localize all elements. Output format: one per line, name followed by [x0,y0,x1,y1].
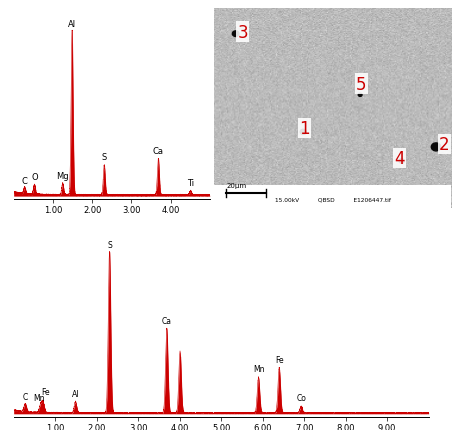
Text: Co: Co [296,393,305,402]
Text: Mg: Mg [56,171,69,180]
Text: C: C [23,392,28,401]
Text: 15.00kV          QBSD          E1206447.tif: 15.00kV QBSD E1206447.tif [274,197,390,202]
Text: 20μm: 20μm [226,183,246,188]
Circle shape [358,94,361,97]
Bar [214,186,450,209]
Text: 4: 4 [393,150,404,168]
Text: 3: 3 [237,24,248,42]
Circle shape [430,144,440,151]
Text: Ca: Ca [152,147,163,156]
Text: Fe: Fe [274,355,283,364]
Text: S: S [107,240,111,249]
Text: Mn: Mn [252,365,264,373]
Text: C: C [22,176,28,185]
Text: Ca: Ca [162,316,172,325]
Text: 5: 5 [355,76,366,94]
Circle shape [398,160,404,164]
Text: S: S [101,153,106,162]
Circle shape [232,32,238,37]
Text: Mn: Mn [33,393,44,402]
Text: O: O [31,173,38,182]
Text: Al: Al [71,389,79,398]
Text: Ti: Ti [187,178,194,187]
Text: 1: 1 [298,120,309,138]
Text: 2: 2 [438,135,449,154]
Circle shape [299,130,306,135]
Text: Al: Al [68,20,76,29]
Text: Fe: Fe [41,387,50,396]
